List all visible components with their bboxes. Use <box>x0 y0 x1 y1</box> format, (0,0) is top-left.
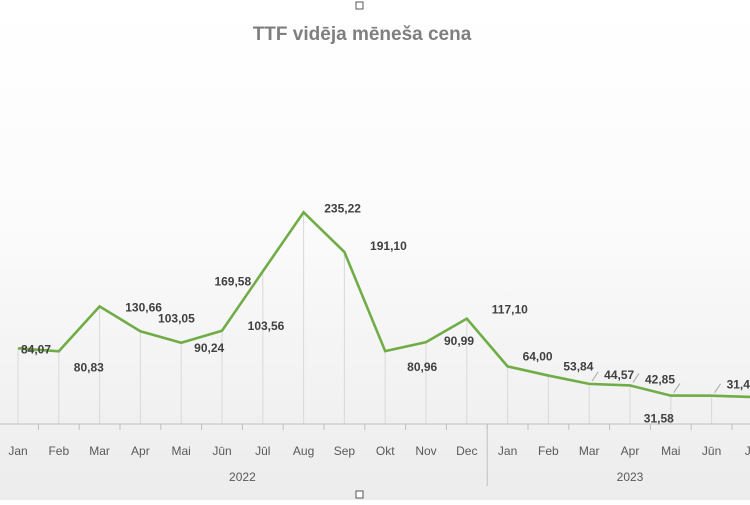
x-tick-label: Feb <box>538 444 559 458</box>
x-tick-label: Mar <box>89 444 110 458</box>
data-label: 64,00 <box>523 349 553 363</box>
x-tick-label: Jūn <box>702 444 721 458</box>
data-label: 53,84 <box>563 360 593 374</box>
x-tick-label: Apr <box>131 444 150 458</box>
x-tick-label: Apr <box>621 444 640 458</box>
x-tick-label: Dec <box>456 444 477 458</box>
data-label-leader <box>673 383 681 393</box>
year-label: 2022 <box>229 470 256 484</box>
data-label: 103,05 <box>158 311 195 325</box>
data-label-leader <box>591 371 599 382</box>
resize-handle-bottom[interactable] <box>355 490 364 499</box>
series-line <box>17 210 750 399</box>
data-label-leader <box>632 373 640 383</box>
x-tick-label: Sep <box>334 444 356 458</box>
data-label: 169,58 <box>214 274 251 288</box>
x-tick-label: Jūn <box>212 444 231 458</box>
x-tick-label: Jūl <box>255 444 270 458</box>
data-label: 130,66 <box>125 300 162 314</box>
x-tick-label: Jūl <box>745 444 750 458</box>
data-label-leader <box>714 383 722 394</box>
x-tick-label: Mai <box>661 444 680 458</box>
x-tick-label: Feb <box>48 444 69 458</box>
data-label: 90,99 <box>444 334 474 348</box>
data-label: 90,24 <box>194 341 224 355</box>
x-tick-label: Mai <box>172 444 191 458</box>
x-tick-label: Nov <box>415 444 436 458</box>
data-label: 80,83 <box>74 360 104 374</box>
x-tick-label: Jan <box>498 444 517 458</box>
data-label: 103,56 <box>248 319 285 333</box>
x-tick-label: Mar <box>579 444 600 458</box>
data-label: 80,96 <box>407 360 437 374</box>
resize-handle-top[interactable] <box>355 1 364 10</box>
data-label: 31,41 <box>727 378 750 392</box>
data-label: 42,85 <box>645 372 675 386</box>
data-label: 235,22 <box>324 201 361 215</box>
data-label: 117,10 <box>492 303 528 317</box>
year-label: 2023 <box>617 470 644 484</box>
chart-title: TTF vidēja mēneša cena <box>253 24 472 45</box>
data-label: 84,07 <box>21 342 51 356</box>
data-label: 44,57 <box>604 368 634 382</box>
data-label: 191,10 <box>370 239 407 253</box>
x-tick-label: Aug <box>293 444 314 458</box>
x-tick-label: Jan <box>8 444 27 458</box>
data-label: 31,58 <box>644 412 674 426</box>
x-tick-label: Okt <box>376 444 395 458</box>
